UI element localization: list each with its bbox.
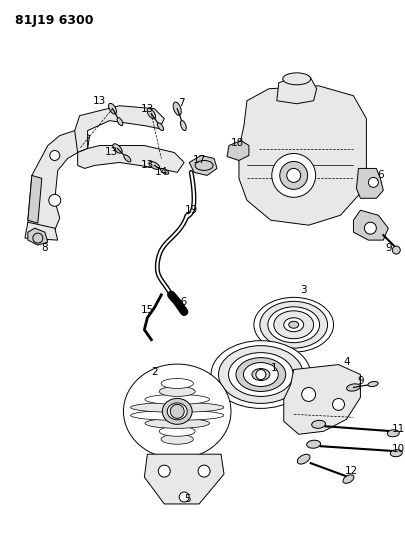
Ellipse shape — [297, 454, 310, 464]
Ellipse shape — [158, 123, 164, 131]
Circle shape — [50, 150, 60, 160]
Text: 18: 18 — [230, 138, 243, 148]
Ellipse shape — [211, 341, 311, 408]
Ellipse shape — [113, 144, 122, 154]
Ellipse shape — [117, 118, 123, 126]
Ellipse shape — [243, 362, 278, 386]
Circle shape — [287, 168, 301, 182]
Text: 2: 2 — [151, 367, 158, 376]
Ellipse shape — [147, 109, 156, 119]
Polygon shape — [28, 175, 42, 223]
Ellipse shape — [289, 321, 299, 328]
Text: 8: 8 — [41, 243, 48, 253]
Circle shape — [49, 195, 61, 206]
Text: 14: 14 — [155, 167, 168, 177]
Polygon shape — [277, 76, 317, 104]
Text: 19: 19 — [185, 205, 198, 215]
Circle shape — [272, 154, 315, 197]
Text: 9: 9 — [385, 243, 392, 253]
Circle shape — [302, 387, 315, 401]
Text: 13: 13 — [141, 104, 154, 114]
Ellipse shape — [307, 440, 321, 448]
Text: 11: 11 — [392, 424, 405, 434]
Text: 5: 5 — [184, 494, 190, 504]
Ellipse shape — [254, 297, 334, 352]
Ellipse shape — [167, 403, 187, 420]
Text: 13: 13 — [105, 148, 118, 157]
Text: 1: 1 — [271, 362, 277, 373]
Ellipse shape — [161, 378, 193, 389]
Ellipse shape — [109, 103, 117, 114]
Text: 9: 9 — [357, 376, 364, 386]
Polygon shape — [25, 222, 58, 240]
Ellipse shape — [162, 399, 192, 424]
Polygon shape — [28, 131, 90, 235]
Circle shape — [369, 177, 378, 187]
Text: 13: 13 — [141, 160, 154, 171]
Ellipse shape — [284, 318, 304, 332]
Circle shape — [392, 246, 400, 254]
Polygon shape — [78, 146, 184, 172]
Ellipse shape — [161, 168, 169, 174]
Circle shape — [256, 369, 266, 379]
Text: 10: 10 — [392, 444, 405, 454]
Text: 17: 17 — [192, 156, 206, 165]
Circle shape — [333, 399, 345, 410]
Circle shape — [179, 492, 189, 502]
Ellipse shape — [161, 434, 193, 444]
Text: 15: 15 — [141, 305, 154, 315]
Ellipse shape — [145, 418, 209, 429]
Circle shape — [158, 465, 170, 477]
Ellipse shape — [181, 120, 186, 131]
Ellipse shape — [343, 475, 354, 483]
Ellipse shape — [124, 155, 131, 162]
Ellipse shape — [124, 364, 231, 459]
Polygon shape — [28, 228, 48, 245]
Ellipse shape — [195, 160, 213, 171]
Ellipse shape — [347, 384, 360, 391]
Polygon shape — [75, 106, 164, 152]
Text: 16: 16 — [175, 297, 188, 307]
Ellipse shape — [252, 368, 270, 381]
Ellipse shape — [236, 358, 286, 391]
Ellipse shape — [131, 402, 224, 413]
Ellipse shape — [387, 430, 399, 437]
Text: 81J19 6300: 81J19 6300 — [15, 14, 94, 27]
Ellipse shape — [173, 102, 181, 115]
Text: 12: 12 — [345, 466, 358, 476]
Polygon shape — [144, 454, 224, 504]
Ellipse shape — [219, 346, 303, 403]
Ellipse shape — [159, 426, 195, 436]
Ellipse shape — [274, 311, 313, 338]
Polygon shape — [284, 365, 360, 434]
Ellipse shape — [283, 73, 311, 85]
Polygon shape — [227, 141, 249, 160]
Ellipse shape — [159, 386, 195, 397]
Circle shape — [170, 405, 184, 418]
Text: 7: 7 — [178, 98, 185, 108]
Ellipse shape — [131, 410, 224, 421]
Polygon shape — [356, 168, 383, 198]
Polygon shape — [239, 86, 367, 225]
Ellipse shape — [145, 394, 209, 405]
Polygon shape — [189, 156, 217, 175]
Circle shape — [364, 222, 376, 234]
Text: 13: 13 — [93, 96, 106, 106]
Ellipse shape — [390, 450, 402, 457]
Ellipse shape — [260, 301, 328, 348]
Ellipse shape — [228, 353, 293, 397]
Ellipse shape — [268, 307, 320, 343]
Circle shape — [198, 465, 210, 477]
Polygon shape — [354, 210, 388, 240]
Circle shape — [33, 233, 43, 243]
Text: 3: 3 — [301, 285, 307, 295]
Text: 4: 4 — [343, 357, 350, 367]
Circle shape — [280, 161, 308, 189]
Text: 6: 6 — [377, 171, 384, 180]
Ellipse shape — [368, 382, 378, 386]
Ellipse shape — [312, 421, 326, 429]
Ellipse shape — [149, 161, 160, 169]
